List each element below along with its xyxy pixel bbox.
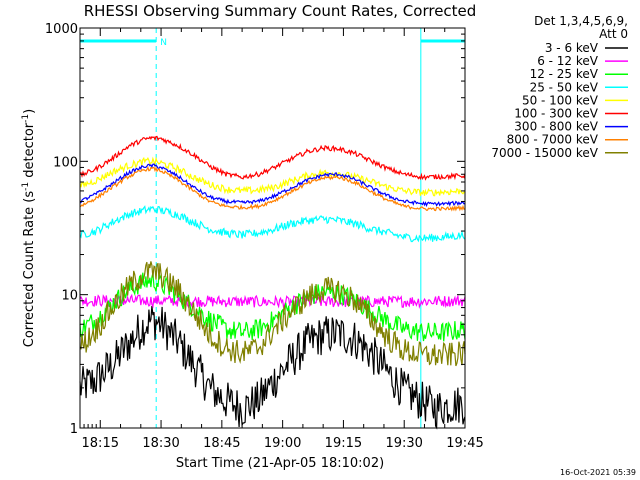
x-tick-label: 19:45	[446, 436, 483, 451]
y-axis-label-mid: detector	[22, 122, 37, 182]
x-axis: 18:15 18:30 18:45 19:00 19:15 19:30 19:45	[79, 28, 484, 451]
legend-label: 800 - 7000 keV	[507, 133, 599, 147]
y-tick-label: 1	[70, 422, 78, 437]
x-axis-label: Start Time (21-Apr-05 18:10:02)	[176, 456, 384, 471]
y-tick-label: 1000	[45, 22, 78, 37]
series-line	[79, 165, 466, 212]
x-tick-label: 19:30	[385, 436, 422, 451]
y-axis-label: Corrected Count Rate (s-1 detector-1)	[21, 109, 37, 347]
x-tick-label: 18:15	[82, 436, 119, 451]
legend-label: 50 - 100 keV	[522, 93, 599, 107]
x-tick-label: 19:15	[325, 436, 362, 451]
x-tick-label: 18:45	[203, 436, 240, 451]
legend-label: 6 - 12 keV	[537, 54, 599, 68]
y-axis-label-sup2: -1	[21, 114, 31, 123]
timestamp: 16-Oct-2021 05:39	[560, 468, 636, 477]
series-line	[79, 205, 466, 243]
x-tick-label: 19:00	[264, 436, 301, 451]
legend-label: 7000 - 15000 keV	[491, 146, 598, 160]
legend-label: 12 - 25 keV	[530, 67, 599, 81]
y-axis-label-sup1: -1	[21, 182, 31, 191]
series-line	[79, 272, 466, 342]
x-tick-label: 18:30	[142, 436, 179, 451]
series-line	[79, 135, 466, 181]
series-line	[79, 261, 466, 367]
legend-label: 3 - 6 keV	[545, 41, 599, 55]
legend-label: 100 - 300 keV	[514, 107, 598, 121]
chart-title: RHESSI Observing Summary Count Rates, Co…	[84, 2, 477, 20]
legend-header-line2: Att 0	[599, 27, 628, 41]
series-line	[79, 293, 466, 309]
legend-header-line1: Det 1,3,4,5,6,9,	[534, 14, 628, 28]
series-line	[79, 156, 466, 197]
legend-label: 300 - 800 keV	[514, 120, 598, 134]
y-axis-label-main: Corrected Count Rate (s	[22, 191, 37, 348]
y-axis: 1 10 100 1000	[45, 22, 465, 437]
y-tick-label: 10	[61, 289, 78, 304]
legend-label: 25 - 50 keV	[530, 80, 599, 94]
series-line	[79, 163, 466, 208]
series-group	[79, 135, 466, 430]
y-axis-label-end: )	[22, 109, 37, 114]
saa-marker-label: N	[160, 38, 167, 48]
y-tick-label: 100	[53, 155, 78, 170]
plot-frame	[79, 27, 466, 429]
series-line	[79, 306, 466, 430]
